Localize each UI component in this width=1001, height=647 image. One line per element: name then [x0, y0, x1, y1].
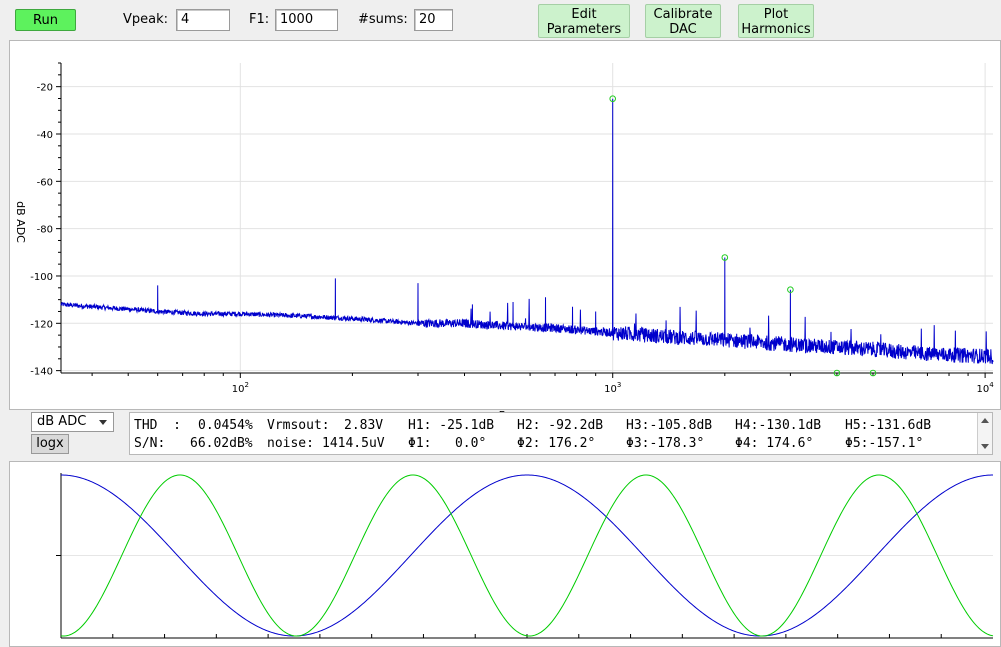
harmonic-marker-3: [787, 286, 794, 294]
thd-value: 0.0454%: [198, 418, 253, 433]
phase3-value: Φ3:-178.3°: [626, 436, 705, 451]
thd-label: THD :: [134, 418, 181, 433]
calibrate-dac-line1: Calibrate: [653, 7, 713, 22]
run-button[interactable]: Run: [15, 9, 76, 31]
sums-input[interactable]: 20: [414, 9, 453, 31]
harmonic-marker-2: [721, 254, 729, 261]
y-tick-label: -60: [37, 177, 53, 188]
noise-value: 1414.5uV: [322, 436, 385, 451]
h5-value: H5:-131.6dB: [845, 418, 932, 433]
y-axis-label: dB ADC: [14, 201, 27, 243]
yscale-select-value: dB ADC: [37, 414, 87, 429]
sn-value: 66.02dB%: [190, 436, 253, 451]
plot-harmonics-line2: Harmonics: [741, 22, 811, 37]
y-tick-label: -40: [37, 130, 53, 141]
stats-row-1: THD : 0.0454% Vrmsout: 2.83V H1: -25.1dB…: [134, 417, 974, 434]
f1-input[interactable]: 1000: [275, 9, 338, 31]
edit-parameters-button[interactable]: Edit Parameters: [538, 4, 630, 38]
chevron-down-icon: [99, 420, 107, 425]
harmonic-marker-5: [869, 369, 877, 377]
harmonic-marker-4: [833, 369, 841, 377]
y-tick-label: -100: [30, 272, 53, 283]
plot-harmonics-line1: Plot: [763, 7, 789, 22]
harmonic-marker-1: [609, 95, 617, 103]
y-tick-label: -80: [37, 225, 53, 236]
stats-box: THD : 0.0454% Vrmsout: 2.83V H1: -25.1dB…: [129, 412, 993, 455]
fundamental-waveform: [60, 474, 994, 637]
f1-label: F1:: [249, 12, 270, 27]
h1-value: H1: -25.1dB: [408, 418, 495, 433]
scroll-down-icon[interactable]: [981, 444, 989, 449]
x-tick-label: 102: [232, 381, 249, 395]
vpeak-input[interactable]: 4: [176, 9, 230, 31]
phase5-value: Φ5:-157.1°: [845, 436, 924, 451]
stats-scrollbar[interactable]: [977, 413, 992, 454]
phase2-value: Φ2: 176.2°: [517, 436, 596, 451]
x-tick-label: 104: [977, 381, 995, 395]
edit-parameters-line2: Parameters: [546, 22, 622, 37]
h3-value: H3:-105.8dB: [626, 418, 713, 433]
calibrate-dac-line2: DAC: [669, 22, 697, 37]
y-tick-label: -120: [30, 319, 53, 330]
vpeak-label: Vpeak:: [123, 12, 169, 27]
y-tick-label: -20: [37, 83, 53, 94]
phase1-value: Φ1: 0.0°: [408, 436, 487, 451]
phase4-value: Φ4: 174.6°: [735, 436, 814, 451]
x-tick-label: 103: [604, 381, 621, 395]
spectrum-chart[interactable]: -20 -40 -60 -80 -100 -120 -140 102 103 104 dB ADC…: [0, 0, 1001, 420]
harmonic-waveform: [60, 474, 994, 637]
calibrate-dac-button[interactable]: Calibrate DAC: [645, 4, 721, 38]
y-tick-label: -140: [30, 367, 53, 378]
vrms-label: Vrmsout:: [267, 418, 330, 433]
sums-label: #sums:: [358, 12, 408, 27]
spectrum-trace: [60, 98, 994, 365]
spectrum-plot-area: [61, 63, 993, 373]
stats-row-2: S/N: 66.02dB% noise: 1414.5uV Φ1: 0.0° Φ…: [134, 435, 974, 452]
logx-button[interactable]: logx: [31, 434, 69, 454]
vrms-value: 2.83V: [344, 418, 384, 433]
noise-label: noise:: [267, 436, 314, 451]
h4-value: H4:-130.1dB: [735, 418, 822, 433]
h2-value: H2: -92.2dB: [517, 418, 604, 433]
scroll-up-icon[interactable]: [981, 418, 989, 423]
sn-label: S/N:: [134, 436, 166, 451]
edit-parameters-line1: Edit: [571, 7, 597, 22]
plot-harmonics-button[interactable]: Plot Harmonics: [738, 4, 814, 38]
yscale-select[interactable]: dB ADC: [31, 412, 114, 432]
